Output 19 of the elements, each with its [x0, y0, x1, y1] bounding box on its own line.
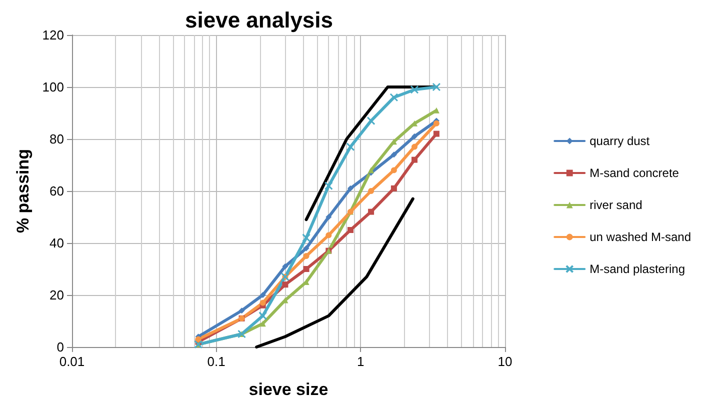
legend-label: M-sand concrete	[590, 166, 680, 180]
legend-label: un washed M-sand	[590, 230, 691, 244]
x-tick-label: 1	[357, 354, 364, 369]
legend-label: quarry dust	[590, 134, 650, 148]
y-tick-label: 80	[50, 132, 64, 146]
y-tick-label: 60	[50, 184, 64, 198]
legend-label: river sand	[590, 198, 642, 212]
x-axis-title: sieve size	[248, 380, 328, 399]
x-tick-label: 10	[498, 354, 512, 369]
y-tick-label: 0	[56, 340, 64, 354]
legend-label: M-sand plastering	[590, 262, 685, 276]
y-axis-title: % passing	[13, 148, 32, 234]
x-tick-label: 0.01	[59, 354, 85, 369]
x-tick-label: 0.1	[207, 354, 226, 369]
y-tick-label: 120	[42, 28, 64, 42]
y-tick-label: 20	[50, 288, 64, 302]
y-tick-label: 100	[42, 80, 64, 94]
y-tick-label: 40	[50, 236, 64, 250]
chart-title: sieve analysis	[185, 8, 334, 32]
